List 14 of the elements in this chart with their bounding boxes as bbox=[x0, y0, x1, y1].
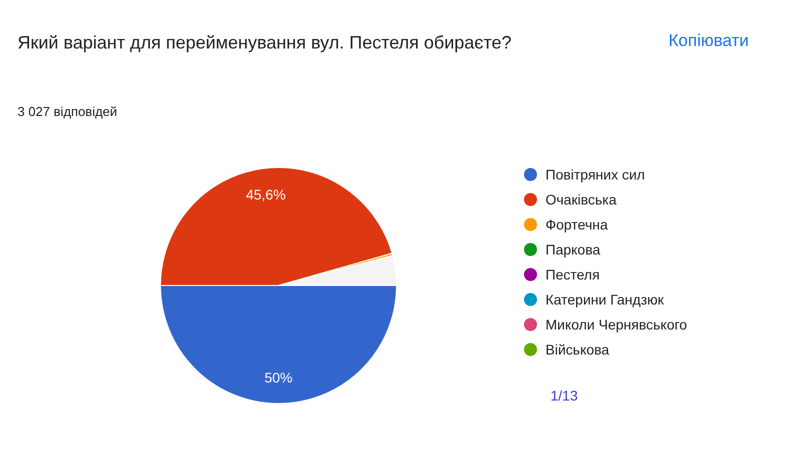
legend-label: Паркова bbox=[546, 242, 600, 258]
legend-label: Очаківська bbox=[546, 192, 617, 208]
legend-label: Військова bbox=[546, 342, 610, 358]
data-label: 50% bbox=[264, 370, 293, 386]
legend-label: Катерини Гандзюк bbox=[546, 292, 665, 308]
text: 1/13 bbox=[550, 388, 578, 404]
text: Копіювати bbox=[668, 31, 749, 50]
legend-label: Повітряних сил bbox=[546, 166, 645, 182]
data-label: 45,6% bbox=[246, 186, 286, 202]
chart-subtitle: 3 027 відповідей bbox=[18, 104, 118, 119]
legend-label: Пестеля bbox=[546, 266, 600, 282]
legend-label: Миколи Чернявського bbox=[546, 316, 688, 332]
chart-title: Який варіант для перейменування вул. Пестеля обираєте? bbox=[18, 32, 512, 52]
legend-label: Фортечна bbox=[546, 216, 608, 232]
